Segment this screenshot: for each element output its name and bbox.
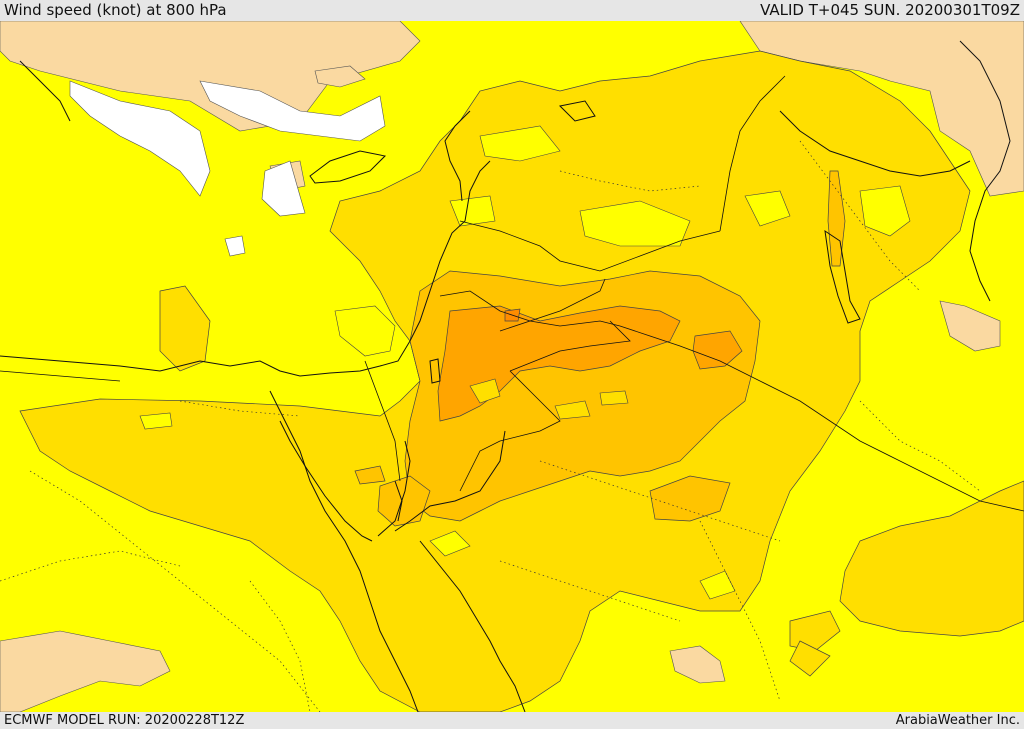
valid-time: VALID T+045 SUN. 20200301T09Z xyxy=(760,1,1020,19)
wind-speed-map xyxy=(0,21,1024,712)
admin-boundaries xyxy=(0,140,981,712)
coastlines xyxy=(0,40,1011,712)
model-run-label: ECMWF MODEL RUN: 20200228T12Z xyxy=(4,713,245,728)
footer-bar: ECMWF MODEL RUN: 20200228T12Z ArabiaWeat… xyxy=(0,712,1024,729)
shading-orange xyxy=(437,305,743,422)
shading-yellow-islands xyxy=(139,125,911,600)
political-borders xyxy=(0,75,1024,512)
header-bar: Wind speed (knot) at 800 hPa VALID T+045… xyxy=(0,0,1024,21)
shading-white xyxy=(69,80,386,257)
map-canvas xyxy=(0,21,1024,712)
credit-label: ArabiaWeather Inc. xyxy=(895,713,1020,728)
chart-title: Wind speed (knot) at 800 hPa xyxy=(4,1,227,19)
shading-yellow-pockets xyxy=(469,378,629,420)
